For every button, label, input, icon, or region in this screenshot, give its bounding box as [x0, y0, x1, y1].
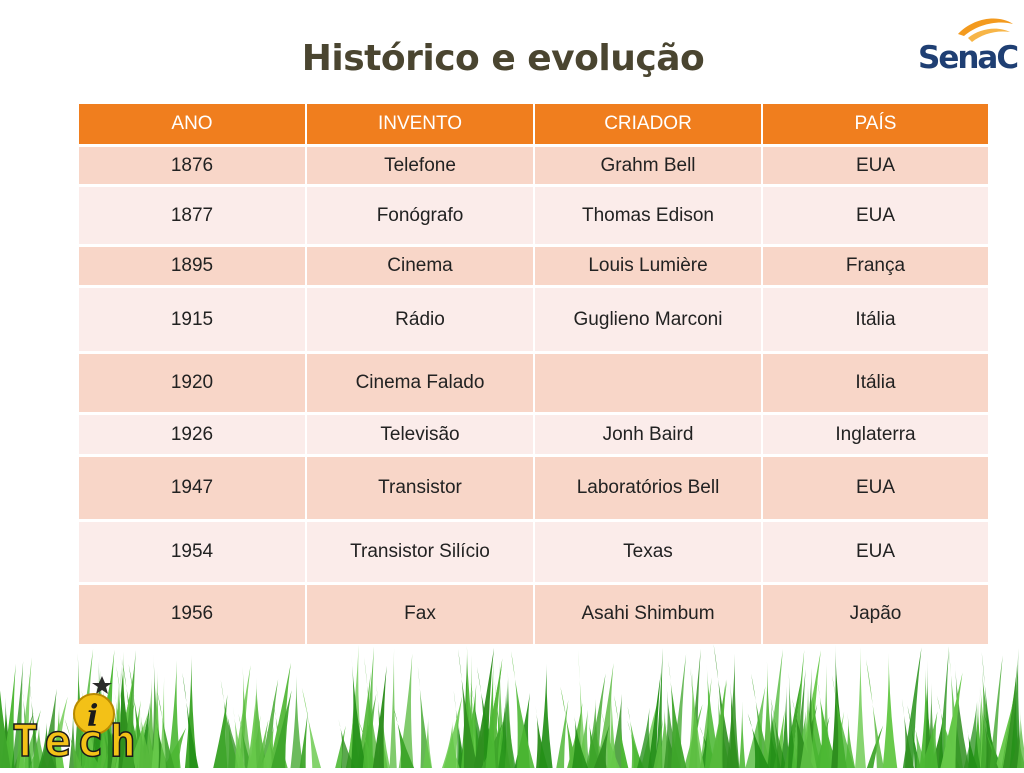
cell-ano: 1947	[77, 454, 307, 521]
cell-invento: Rádio	[305, 285, 535, 353]
cell-ano: 1915	[77, 285, 307, 353]
logo-swoosh-icon	[958, 18, 1013, 42]
table-row: 1954 Transistor Silício Texas EUA	[77, 519, 990, 584]
table-row: 1876 Telefone Grahm Bell EUA	[77, 144, 990, 186]
table-row: 1877 Fonógrafo Thomas Edison EUA	[77, 184, 990, 246]
cell-criador: Jonh Baird	[533, 412, 763, 456]
cell-invento: Fonógrafo	[305, 184, 535, 246]
cell-criador: Thomas Edison	[533, 184, 763, 246]
cell-criador: Louis Lumière	[533, 244, 763, 287]
header-invento: INVENTO	[305, 102, 535, 147]
table-row: 1926 Televisão Jonh Baird Inglaterra	[77, 412, 990, 456]
header-criador: CRIADOR	[533, 102, 763, 147]
cell-ano: 1876	[77, 144, 307, 186]
cell-criador: Asahi Shimbum	[533, 582, 763, 644]
cell-ano: 1877	[77, 184, 307, 246]
table-row: 1895 Cinema Louis Lumière França	[77, 244, 990, 287]
senac-logo: SenaC	[918, 12, 1019, 76]
cell-pais: Itália	[761, 285, 990, 353]
cell-pais: Itália	[761, 351, 990, 414]
cell-invento: Telefone	[305, 144, 535, 186]
cell-invento: Televisão	[305, 412, 535, 456]
cell-criador	[533, 351, 763, 414]
cell-ano: 1920	[77, 351, 307, 414]
itech-logo: i Tech	[8, 672, 178, 768]
cell-ano: 1954	[77, 519, 307, 584]
table-header-row: ANO INVENTO CRIADOR PAÍS	[77, 102, 990, 147]
inventions-table: ANO INVENTO CRIADOR PAÍS 1876 Telefone G…	[77, 102, 990, 644]
cell-invento: Fax	[305, 582, 535, 644]
table-row: 1947 Transistor Laboratórios Bell EUA	[77, 454, 990, 521]
header-pais: PAÍS	[761, 102, 990, 147]
itech-brand-text: Tech	[11, 716, 142, 767]
cell-criador: Texas	[533, 519, 763, 584]
grass-decoration	[0, 644, 1024, 768]
cell-pais: EUA	[761, 454, 990, 521]
cell-pais: EUA	[761, 184, 990, 246]
table-row: 1956 Fax Asahi Shimbum Japão	[77, 582, 990, 644]
logo-text: SenaC	[918, 40, 1019, 76]
table-row: 1920 Cinema Falado Itália	[77, 351, 990, 414]
cell-invento: Transistor	[305, 454, 535, 521]
cell-invento: Transistor Silício	[305, 519, 535, 584]
cell-ano: 1895	[77, 244, 307, 287]
cell-ano: 1926	[77, 412, 307, 456]
table-row: 1915 Rádio Guglieno Marconi Itália	[77, 285, 990, 353]
cell-pais: França	[761, 244, 990, 287]
cell-invento: Cinema	[305, 244, 535, 287]
cell-ano: 1956	[77, 582, 307, 644]
cell-criador: Guglieno Marconi	[533, 285, 763, 353]
page-title: Histórico e evolução	[301, 38, 705, 79]
svg-text:i: i	[87, 699, 98, 734]
cell-pais: Japão	[761, 582, 990, 644]
cell-invento: Cinema Falado	[305, 351, 535, 414]
cell-pais: EUA	[761, 144, 990, 186]
cell-pais: EUA	[761, 519, 990, 584]
cell-criador: Grahm Bell	[533, 144, 763, 186]
cell-pais: Inglaterra	[761, 412, 990, 456]
header-ano: ANO	[77, 102, 307, 147]
itech-emblem-icon: i	[73, 676, 115, 735]
cell-criador: Laboratórios Bell	[533, 454, 763, 521]
